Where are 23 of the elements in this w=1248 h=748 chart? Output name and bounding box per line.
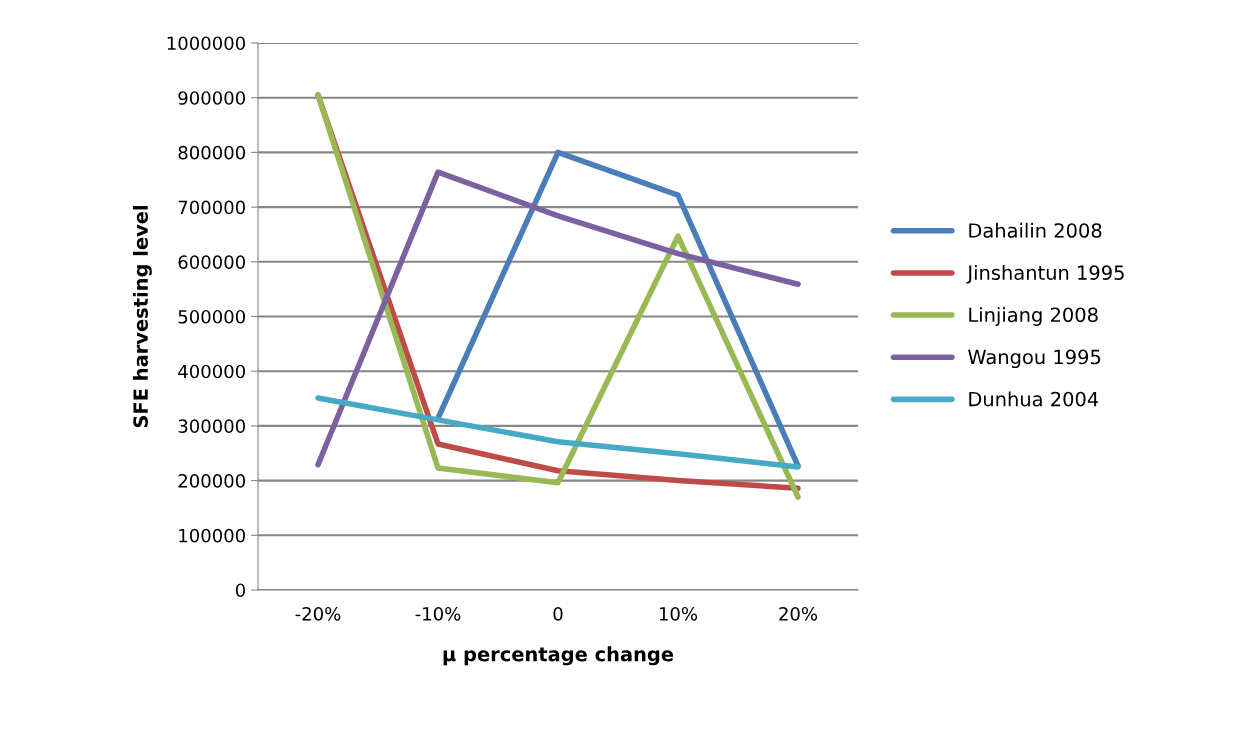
y-tick-label: 700000 xyxy=(178,200,245,215)
legend-label: Jinshantun 1995 xyxy=(966,264,1124,284)
x-tick-label: -10% xyxy=(415,606,461,621)
x-axis-title: μ percentage change xyxy=(443,646,674,666)
y-tick-label: 500000 xyxy=(178,309,245,324)
legend-label: Dunhua 2004 xyxy=(969,391,1099,407)
y-tick-label: 400000 xyxy=(178,364,245,379)
y-tick-label: 800000 xyxy=(178,145,245,160)
y-tick-label: 1000000 xyxy=(167,36,245,51)
x-tick-label: -20% xyxy=(295,606,341,621)
y-tick-label: 0 xyxy=(235,583,245,598)
legend-label: Wangou 1995 xyxy=(968,349,1101,369)
x-tick-label: 0 xyxy=(553,606,563,621)
y-tick-label: 200000 xyxy=(178,474,245,488)
y-tick-label: 600000 xyxy=(178,255,245,269)
legend-label: Linjiang 2008 xyxy=(969,307,1098,326)
y-axis-title: SFE harvesting level xyxy=(132,206,152,428)
x-tick-label: 20% xyxy=(779,606,818,621)
x-tick-label: 10% xyxy=(659,606,698,621)
y-tick-label: 300000 xyxy=(178,419,245,434)
y-tick-label: 900000 xyxy=(178,91,245,105)
y-tick-label: 100000 xyxy=(179,528,245,543)
legend-label: Dahailin 2008 xyxy=(969,222,1102,238)
